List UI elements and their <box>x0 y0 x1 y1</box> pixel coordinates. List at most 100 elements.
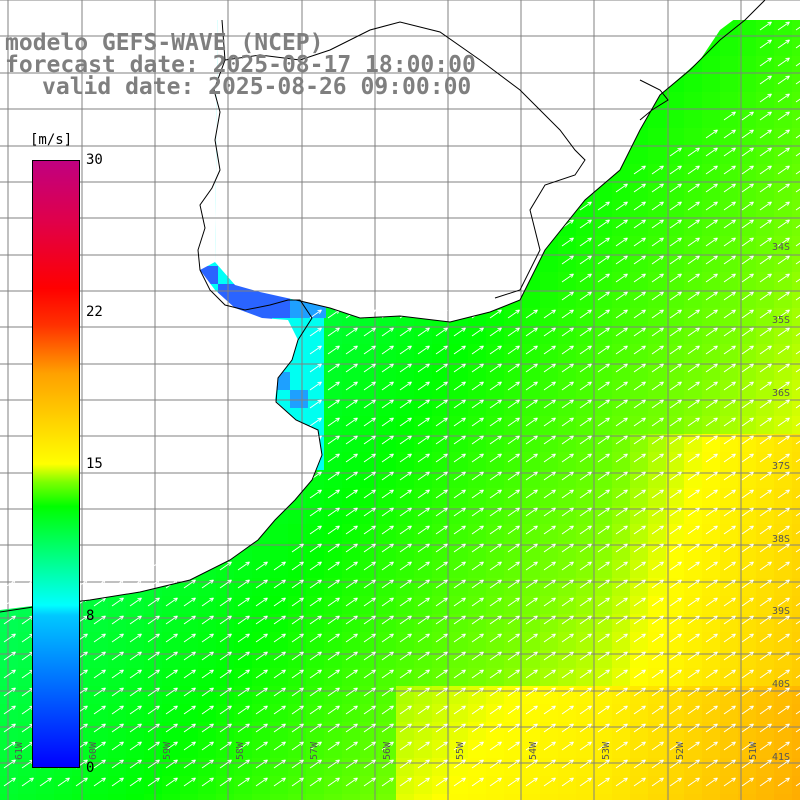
wind-arrow <box>489 705 502 715</box>
wind-arrow <box>93 687 106 697</box>
wind-arrow <box>525 435 538 445</box>
wind-arrow <box>471 309 484 319</box>
wind-arrow <box>381 705 394 715</box>
wind-arrow <box>777 777 790 787</box>
wind-arrow <box>435 417 448 427</box>
wind-arrow <box>633 273 646 283</box>
wind-arrow <box>309 543 322 553</box>
wind-arrow <box>129 597 142 607</box>
wind-arrow <box>381 345 394 355</box>
wind-arrow <box>399 651 412 661</box>
wind-arrow <box>597 489 610 499</box>
wind-arrow <box>507 759 520 769</box>
wind-arrow <box>669 741 682 751</box>
wind-arrow <box>3 759 16 769</box>
wind-arrow <box>543 705 556 715</box>
wind-arrow <box>435 633 448 643</box>
wind-arrow <box>237 669 250 679</box>
wind-arrow <box>669 345 682 355</box>
wind-arrow <box>651 309 664 319</box>
wind-arrow <box>543 489 556 499</box>
wind-arrow <box>543 759 556 769</box>
wind-arrow <box>633 597 646 607</box>
wind-arrow <box>381 687 394 697</box>
colorbar-tick: 0 <box>86 760 95 776</box>
colorbar-tick: 8 <box>86 608 95 624</box>
wind-arrow <box>309 687 322 697</box>
wind-arrow <box>615 183 628 193</box>
wind-arrow <box>453 615 466 625</box>
wind-arrow <box>597 417 610 427</box>
wind-arrow <box>777 381 790 391</box>
wind-arrow <box>453 723 466 733</box>
wind-arrow <box>687 687 700 697</box>
wind-arrow <box>363 561 376 571</box>
lat-label: 34S <box>772 242 790 253</box>
wind-arrow <box>201 723 214 733</box>
wind-arrow <box>669 669 682 679</box>
wind-arrow <box>651 597 664 607</box>
wind-arrow <box>687 759 700 769</box>
wind-arrow <box>93 669 106 679</box>
wind-arrow <box>597 723 610 733</box>
wind-arrow <box>417 345 430 355</box>
wind-arrow <box>633 777 646 787</box>
wind-arrow <box>201 741 214 751</box>
wind-arrow <box>651 327 664 337</box>
wind-arrow <box>345 561 358 571</box>
wind-arrow <box>777 651 790 661</box>
wind-arrow <box>237 759 250 769</box>
wind-arrow <box>327 687 340 697</box>
wind-arrow <box>129 651 142 661</box>
wind-arrow <box>327 327 340 337</box>
wind-arrow <box>489 723 502 733</box>
wind-arrow <box>165 723 178 733</box>
wind-arrow <box>435 345 448 355</box>
wind-arrow <box>561 453 574 463</box>
wind-arrow <box>435 543 448 553</box>
wind-arrow <box>615 453 628 463</box>
wind-arrow <box>201 651 214 661</box>
wind-arrow <box>795 26 800 31</box>
wind-arrow <box>363 417 376 427</box>
wind-arrow <box>759 111 772 121</box>
wind-arrow <box>687 741 700 751</box>
wind-arrow <box>417 723 430 733</box>
wind-arrow <box>345 543 358 553</box>
wind-arrow <box>795 494 800 499</box>
wind-arrow <box>759 147 772 157</box>
wind-arrow <box>309 759 322 769</box>
wind-arrow <box>363 597 376 607</box>
wind-arrow <box>561 579 574 589</box>
wind-arrow <box>417 759 430 769</box>
wind-arrow <box>651 561 664 571</box>
wind-arrow <box>435 327 448 337</box>
lon-label: 53W <box>601 741 612 760</box>
wind-arrow <box>633 255 646 265</box>
wind-arrow <box>219 561 232 571</box>
wind-arrow <box>345 309 358 319</box>
wind-arrow <box>273 579 286 589</box>
wind-arrow <box>399 381 412 391</box>
wind-arrow <box>417 489 430 499</box>
lon-label: 60W <box>88 741 99 760</box>
wind-arrow <box>579 471 592 481</box>
wind-arrow <box>597 255 610 265</box>
wind-arrow <box>777 273 790 283</box>
wind-arrow <box>777 255 790 265</box>
wind-arrow <box>579 417 592 427</box>
lat-label: 38S <box>772 534 790 545</box>
wind-arrow <box>795 350 800 355</box>
wind-arrow <box>489 615 502 625</box>
wind-vectors <box>3 21 800 787</box>
wind-arrow <box>777 561 790 571</box>
wind-arrow <box>327 759 340 769</box>
wind-arrow <box>327 777 340 787</box>
wind-arrow <box>417 633 430 643</box>
wind-arrow <box>777 129 790 139</box>
wind-arrow <box>219 615 232 625</box>
wind-arrow <box>165 633 178 643</box>
wind-arrow <box>111 651 124 661</box>
wind-arrow <box>651 363 664 373</box>
wind-arrow <box>795 152 800 157</box>
